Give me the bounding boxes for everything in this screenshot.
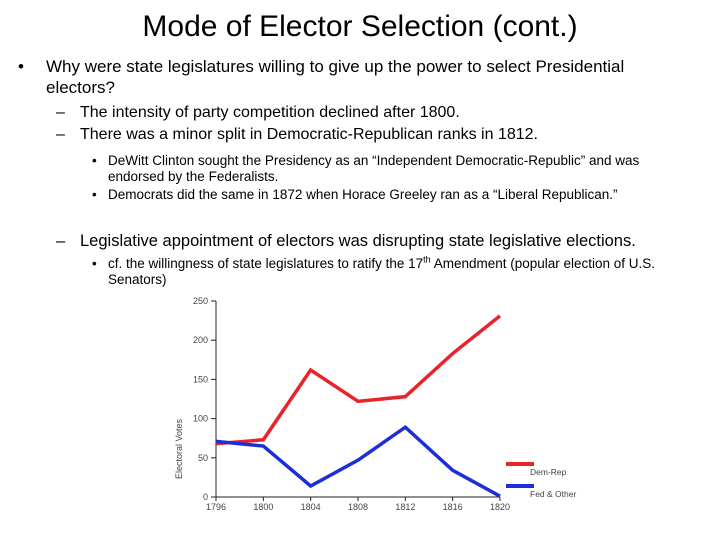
x-tick-label: 1820 [490, 502, 510, 512]
y-tick-label: 150 [193, 374, 208, 384]
bullet-marker: • [92, 256, 97, 271]
x-tick-label: 1816 [443, 502, 463, 512]
x-tick-label: 1800 [253, 502, 273, 512]
legend-label: Fed & Other [530, 489, 576, 499]
y-tick-label: 250 [193, 296, 208, 306]
x-tick-label: 1804 [301, 502, 321, 512]
y-axis-title: Electoral Votes [174, 418, 184, 479]
bullet-text: Democrats did the same in 1872 when Hora… [108, 187, 618, 202]
y-tick-label: 200 [193, 335, 208, 345]
electoral-votes-chart: 0 50 100 150 200 250 1796 1800 1804 1808 1812 1816 1… [174, 296, 576, 512]
bullet-marker: • [92, 153, 97, 168]
superscript: th [423, 254, 431, 265]
legend-label: Dem-Rep [530, 467, 567, 477]
bullet-text: The intensity of party competition decli… [80, 104, 460, 121]
dash-marker: – [56, 232, 66, 250]
x-tick-label: 1812 [395, 502, 415, 512]
series-line-dem-rep [215, 314, 502, 446]
y-tick-label: 50 [198, 453, 208, 463]
dash-marker: – [56, 104, 65, 121]
bullet-marker: • [18, 57, 24, 76]
bullet-marker: • [92, 187, 97, 202]
bullet-text: Legislative appointment of electors was … [80, 232, 636, 250]
bullet-level1: • Why were state legislatures willing to… [18, 56, 624, 97]
x-tick-label: 1796 [206, 502, 226, 512]
slide-title: Mode of Elector Selection (cont.) [142, 10, 578, 43]
dash-marker: – [56, 126, 65, 143]
bullet-text: There was a minor split in Democratic-Re… [80, 126, 538, 143]
y-tick-label: 100 [193, 414, 208, 424]
x-tick-label: 1808 [348, 502, 368, 512]
bullet-text: DeWitt Clinton sought the Presidency as … [108, 153, 640, 184]
y-tick-label: 0 [203, 492, 208, 502]
bullet-text: cf. the willingness of state legislature… [108, 254, 656, 287]
bullet-text: Why were state legislatures willing to g… [46, 57, 625, 97]
series-line-fed-other [215, 424, 501, 498]
